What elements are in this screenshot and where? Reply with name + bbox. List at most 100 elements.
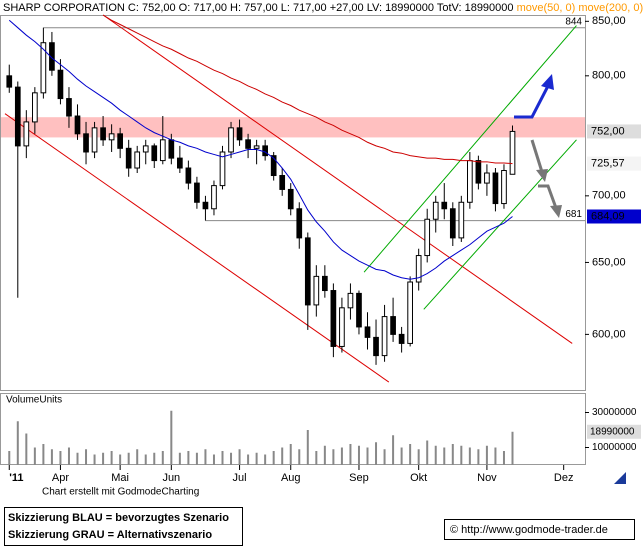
volume-panel <box>0 393 586 465</box>
candle-body <box>339 307 345 347</box>
volume-bar <box>127 452 130 465</box>
volume-bar <box>42 444 45 465</box>
candle-body <box>6 75 13 88</box>
copyright-box <box>444 519 635 540</box>
volume-bar <box>16 421 19 465</box>
x-tick-label: Mai <box>111 472 129 484</box>
candle-body <box>347 292 354 309</box>
volume-bar <box>247 454 250 465</box>
volume-bar <box>323 445 326 465</box>
legend-entry: move(50, 0) <box>517 2 576 14</box>
candle-body <box>125 147 132 169</box>
volume-bar <box>255 452 258 465</box>
icon <box>614 472 626 484</box>
candle-body <box>296 208 303 239</box>
candle-body <box>398 333 405 344</box>
candle-body <box>49 42 55 71</box>
credit: Chart erstellt mit GodmodeCharting <box>42 487 199 498</box>
volume-label: VolumeUnits <box>6 395 62 406</box>
candle-body <box>449 208 456 239</box>
copyright: © http://www.godmode-trader.de <box>450 524 608 536</box>
volume-last-label: 18990000 <box>590 426 635 437</box>
candle-body <box>100 127 106 141</box>
volume-bar <box>50 449 53 465</box>
x-tick-label: Aug <box>281 472 301 484</box>
scenario-arrow-grey <box>530 139 544 173</box>
last-value-box <box>587 209 641 224</box>
candle-body <box>322 275 328 292</box>
trendline <box>102 14 573 344</box>
volume-bar <box>306 430 309 465</box>
candle-body <box>74 115 81 135</box>
y-tick-label: 600,00 <box>592 328 626 340</box>
volume-bar <box>281 447 284 465</box>
last-value-label: 725,57 <box>591 157 625 169</box>
candle-body <box>202 201 209 210</box>
volume-bar <box>443 447 446 465</box>
candle-body <box>484 172 490 184</box>
candle-body <box>381 316 388 357</box>
volume-bar <box>238 449 241 465</box>
candle-body <box>159 139 166 162</box>
candle-body <box>432 201 439 220</box>
volume-bar <box>477 449 480 465</box>
volume-bar <box>451 444 454 465</box>
arrow-head <box>550 205 562 218</box>
volume-bar <box>25 433 28 465</box>
candle-body <box>57 69 64 100</box>
legend-entry: move(200, 0) <box>578 2 643 14</box>
volume-bar <box>298 449 301 465</box>
volume-bar <box>494 447 497 465</box>
candle-body <box>40 42 47 94</box>
volume-bar <box>468 447 471 465</box>
candle-body <box>228 127 234 153</box>
candle-body <box>151 145 158 162</box>
volume-bar <box>136 449 139 465</box>
volume-bar <box>195 452 198 465</box>
scenario-arrow-blue <box>514 85 550 119</box>
candle-body <box>66 98 72 117</box>
volume-bar <box>204 449 207 465</box>
candle-body <box>313 275 320 306</box>
candle-body <box>219 151 226 187</box>
candle-body <box>356 292 362 328</box>
volume-bar <box>340 447 343 465</box>
x-tick-label: Jun <box>162 472 180 484</box>
volume-bar <box>315 451 318 465</box>
candle-body <box>142 145 149 153</box>
candle-body <box>168 139 175 159</box>
resistance-zone <box>1 117 585 138</box>
candle-body <box>330 290 337 347</box>
level-label: 844 <box>565 16 582 27</box>
volume-bar <box>76 452 79 465</box>
candle-body <box>458 201 465 239</box>
candle-body <box>287 188 294 210</box>
x-tick-label: Dez <box>554 472 574 484</box>
volume-bar <box>93 454 96 465</box>
last-close-box <box>587 124 641 139</box>
info: C: 752,00 O: 717,00 H: 757,00 L: 717,00 … <box>128 2 514 14</box>
candle-body <box>108 133 115 141</box>
note: Skizzierung GRAU = Alternativszenario <box>8 529 212 541</box>
notes-box <box>4 507 243 546</box>
note: Skizzierung BLAU = bevorzugtes Szenario <box>8 512 229 524</box>
y-tick-label: 850,00 <box>592 15 626 27</box>
candle-body <box>501 170 507 205</box>
candle-body <box>424 218 431 257</box>
candle-body <box>236 127 243 141</box>
moving-average <box>102 14 513 165</box>
y-tick-label: 700,00 <box>592 190 626 202</box>
y-tick-label: 800,00 <box>592 70 626 82</box>
volume-tick-label: 10000000 <box>592 442 637 453</box>
volume-bar <box>178 452 181 465</box>
volume-bar <box>460 445 463 465</box>
candle-body <box>245 139 251 149</box>
volume-bar <box>212 454 215 465</box>
last-value-label: 684,09 <box>591 210 625 222</box>
volume-bar <box>349 444 352 465</box>
candle-body <box>304 237 311 306</box>
candle-body <box>279 175 286 190</box>
trendline <box>363 25 577 273</box>
header: SHARP CORPORATION C: 752,00 O: 717,00 H:… <box>3 2 643 14</box>
